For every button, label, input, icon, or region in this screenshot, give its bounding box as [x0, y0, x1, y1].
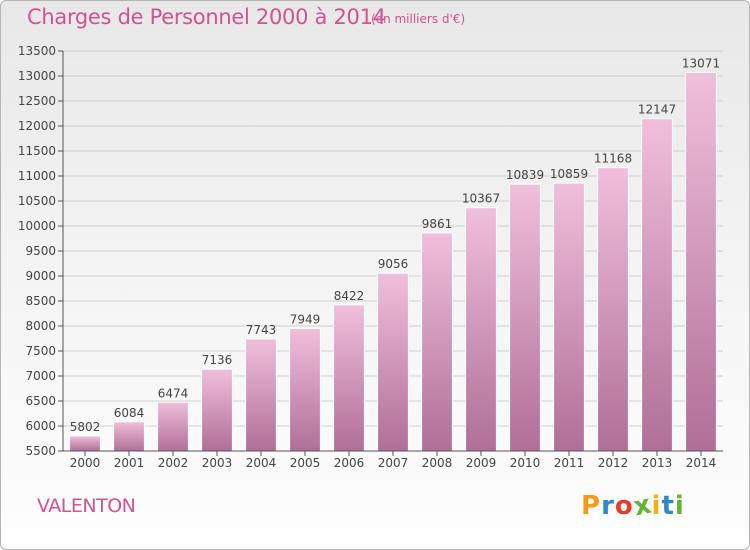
- y-tick-label: 8500: [25, 294, 56, 308]
- y-tick-label: 12000: [18, 119, 56, 133]
- data-label: 5802: [70, 420, 101, 434]
- data-label: 13071: [682, 56, 720, 70]
- x-tick-label: 2006: [334, 456, 365, 470]
- data-label: 9861: [422, 217, 453, 231]
- y-tick-label: 11500: [18, 144, 56, 158]
- axes: 5500 6000 6500 7000 7500 8000 8500 9000 9500 1000…: [18, 44, 723, 470]
- bar: [289, 328, 321, 452]
- bar: [421, 232, 453, 452]
- y-tick-label: 11000: [18, 169, 56, 183]
- y-tick-label: 5500: [25, 444, 56, 458]
- bar: [245, 338, 277, 452]
- data-label: 7743: [246, 323, 277, 337]
- y-tick-label: 12500: [18, 94, 56, 108]
- bar: [113, 421, 145, 452]
- logo-letter: P: [581, 491, 602, 521]
- bars: [69, 71, 717, 452]
- x-tick-label: 2009: [466, 456, 497, 470]
- bar: [509, 183, 541, 452]
- logo-letter: r: [601, 491, 615, 521]
- bar: [201, 368, 233, 452]
- bar: [641, 118, 673, 452]
- x-tick-label: 2002: [158, 456, 189, 470]
- x-tick-label: 2010: [510, 456, 541, 470]
- y-tick-label: 7000: [25, 369, 56, 383]
- x-tick-label: 2013: [642, 456, 673, 470]
- x-tick-label: 2008: [422, 456, 453, 470]
- x-tick-label: 2007: [378, 456, 409, 470]
- logo-letter: t: [661, 491, 675, 521]
- logo-letter: i: [674, 491, 685, 521]
- x-tick-label: 2004: [246, 456, 277, 470]
- x-tick-label: 2000: [70, 456, 101, 470]
- bar: [685, 71, 717, 452]
- x-tick-label: 2003: [202, 456, 233, 470]
- y-tick-label: 8000: [25, 319, 56, 333]
- data-label: 9056: [378, 257, 409, 271]
- y-tick-label: 6000: [25, 419, 56, 433]
- chart-title: Charges de Personnel 2000 à 2014: [27, 5, 386, 29]
- data-label: 7136: [202, 353, 233, 367]
- logo-letter: i: [651, 491, 662, 521]
- x-tick-label: 2005: [290, 456, 321, 470]
- y-tick-label: 6500: [25, 394, 56, 408]
- data-label: 6084: [114, 406, 145, 420]
- bar: [333, 304, 365, 452]
- x-tick-label: 2012: [598, 456, 629, 470]
- data-label: 7949: [290, 313, 321, 327]
- y-tick-label: 10000: [18, 219, 56, 233]
- bar: [377, 272, 409, 452]
- logo-letter: o: [614, 491, 634, 521]
- data-labels: 5802 6084 6474 7136 7743 7949 8422 9056 9861 1036…: [70, 56, 720, 433]
- data-label: 8422: [334, 289, 365, 303]
- y-tick-label: 9000: [25, 269, 56, 283]
- data-label: 12147: [638, 103, 676, 117]
- bar: [157, 401, 189, 452]
- y-tick-label: 13500: [18, 44, 56, 58]
- data-label: 6474: [158, 386, 189, 400]
- y-tick-label: 13000: [18, 69, 56, 83]
- x-tick-label: 2011: [554, 456, 585, 470]
- commune-name: VALENTON: [37, 495, 136, 517]
- bar: [69, 435, 101, 452]
- chart-subtitle: (en milliers d'€): [371, 12, 466, 26]
- proxiti-logo[interactable]: Proxiti: [581, 489, 685, 522]
- bar: [553, 182, 585, 452]
- y-tick-label: 7500: [25, 344, 56, 358]
- y-tick-label: 9500: [25, 244, 56, 258]
- x-tick-label: 2001: [114, 456, 145, 470]
- data-label: 10839: [506, 168, 544, 182]
- x-tick-label: 2014: [686, 456, 717, 470]
- data-label: 10367: [462, 192, 500, 206]
- bar: [597, 167, 629, 452]
- data-label: 11168: [594, 152, 632, 166]
- y-tick-label: 10500: [18, 194, 56, 208]
- data-label: 10859: [550, 167, 588, 181]
- bar: [465, 207, 497, 452]
